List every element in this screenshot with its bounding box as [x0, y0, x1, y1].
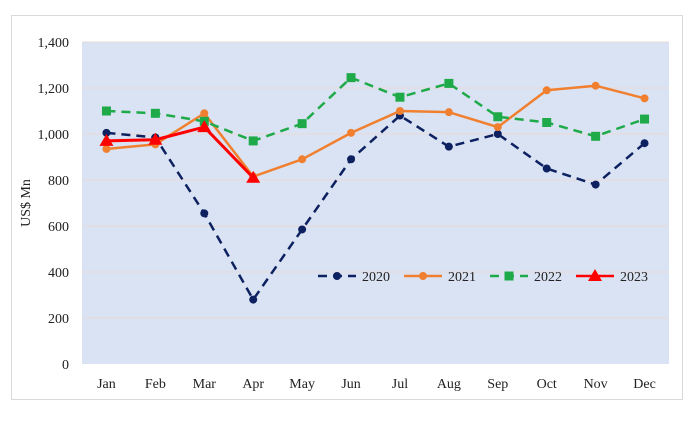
- plot-area: [82, 42, 669, 364]
- x-tick-label: Feb: [145, 377, 166, 392]
- data-point-2020: [444, 142, 453, 151]
- data-point-2020: [102, 128, 111, 137]
- data-point-2020: [347, 155, 356, 164]
- chart-frame: [11, 15, 683, 400]
- data-point-2023: [99, 133, 114, 146]
- data-point-2022: [346, 73, 356, 83]
- x-tick-label: Apr: [242, 377, 264, 392]
- data-point-2021: [640, 94, 649, 103]
- x-tick-label: Sep: [487, 377, 508, 392]
- x-tick-label: Mar: [193, 377, 217, 392]
- x-tick-label: Aug: [437, 377, 461, 392]
- legend-marker-2022: [504, 271, 514, 281]
- y-tick-label: 0: [62, 358, 69, 373]
- y-axis-label: US$ Mn: [19, 179, 34, 227]
- series-line-2021: [106, 84, 645, 178]
- data-point-2022: [150, 108, 160, 118]
- x-tick-label: Jul: [392, 377, 408, 392]
- data-point-2021: [200, 109, 209, 118]
- legend-marker-2021: [419, 272, 427, 280]
- data-point-2020: [640, 139, 649, 148]
- data-point-2021: [347, 128, 356, 137]
- data-point-2023: [246, 170, 261, 183]
- series-line-2023: [106, 125, 255, 179]
- data-point-2021: [395, 107, 404, 115]
- data-point-2022: [444, 78, 454, 88]
- data-point-2020: [493, 130, 502, 138]
- data-point-2022: [640, 114, 650, 124]
- data-point-2021: [298, 155, 307, 164]
- data-point-2022: [248, 136, 258, 146]
- x-tick-label: Dec: [633, 377, 656, 392]
- legend-marker-2023: [588, 269, 602, 281]
- y-tick-label: 600: [48, 220, 69, 235]
- data-point-2022: [542, 118, 552, 127]
- data-point-2021: [591, 81, 600, 90]
- data-point-2022: [297, 119, 307, 129]
- data-point-2021: [102, 144, 111, 153]
- y-tick-label: 1,400: [38, 36, 70, 51]
- data-point-2021: [444, 108, 453, 117]
- x-tick-label: Jan: [97, 377, 116, 392]
- y-tick-label: 200: [48, 312, 69, 327]
- legend-label-2020: 2020: [362, 270, 390, 285]
- x-tick-label: Jun: [341, 377, 360, 392]
- data-point-2022: [101, 106, 111, 116]
- data-point-2020: [542, 164, 551, 173]
- x-tick-label: May: [289, 377, 315, 392]
- x-tick-label: Nov: [584, 377, 608, 392]
- data-point-2020: [249, 295, 258, 304]
- series-line-2020: [106, 114, 646, 301]
- y-tick-label: 800: [48, 174, 69, 189]
- data-point-2021: [542, 86, 551, 95]
- y-tick-label: 400: [48, 266, 69, 281]
- legend-label-2021: 2021: [448, 270, 476, 285]
- series-line-2022: [106, 76, 645, 143]
- data-point-2020: [298, 225, 307, 234]
- data-point-2023: [197, 120, 212, 133]
- data-point-2022: [395, 92, 405, 102]
- legend-label-2022: 2022: [534, 270, 562, 285]
- y-tick-label: 1,000: [38, 128, 70, 143]
- data-point-2022: [591, 131, 601, 141]
- legend-marker-2020: [333, 272, 341, 280]
- data-point-2020: [200, 209, 209, 218]
- legend-label-2023: 2023: [620, 270, 648, 285]
- data-point-2021: [493, 123, 502, 132]
- data-point-2022: [493, 112, 503, 122]
- data-point-2020: [591, 180, 600, 189]
- data-point-2023: [148, 132, 163, 145]
- x-tick-label: Oct: [537, 377, 557, 392]
- y-tick-label: 1,200: [38, 82, 70, 97]
